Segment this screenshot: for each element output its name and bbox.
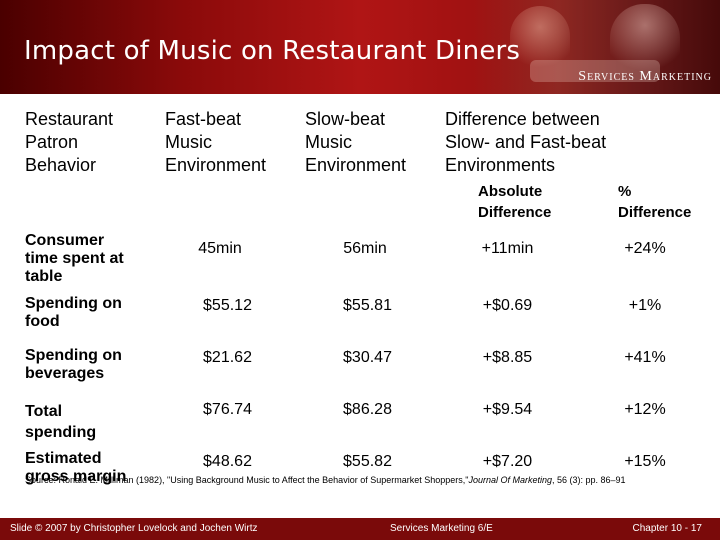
- footer-copyright: Slide © 2007 by Christopher Lovelock and…: [10, 523, 258, 534]
- cell-slow: $55.82: [343, 453, 392, 470]
- footer-slide-number: Chapter 10 - 17: [632, 523, 703, 534]
- cell-absolute: +$0.69: [482, 297, 533, 314]
- row-label: Spending on beverages: [25, 347, 122, 382]
- banner-photo-figure: [510, 6, 570, 76]
- cell-slow: $86.28: [343, 401, 392, 418]
- cell-fast: $21.62: [203, 349, 252, 366]
- cell-percent: +12%: [624, 401, 666, 418]
- subheader-absolute: Absolute Difference: [478, 183, 552, 221]
- cell-percent: +41%: [624, 349, 666, 366]
- banner-photo-table: [530, 60, 660, 82]
- cell-fast: $48.62: [203, 453, 252, 470]
- cell-slow: 56min: [343, 240, 387, 257]
- header-slow-beat: Slow-beat Music Environment: [305, 109, 407, 175]
- cell-slow: $30.47: [343, 349, 392, 366]
- cell-percent: +15%: [624, 453, 666, 470]
- subheader-percent: % Difference: [618, 183, 692, 221]
- footer-bar: Slide © 2007 by Christopher Lovelock and…: [0, 518, 720, 540]
- cell-percent: +1%: [628, 297, 662, 314]
- cell-percent: +24%: [624, 240, 666, 257]
- header-difference: Difference between Slow- and Fast-beat E…: [445, 109, 607, 175]
- cell-absolute: +$7.20: [482, 453, 533, 470]
- banner-photo: [470, 0, 720, 94]
- row-label: Total spending: [25, 403, 97, 441]
- cell-absolute: +$8.85: [482, 349, 533, 366]
- row-label: Estimated gross margin: [25, 450, 127, 485]
- row-label: Consumer time spent at table: [25, 232, 124, 285]
- footer-course: Services Marketing 6/E: [390, 523, 493, 534]
- header-fast-beat: Fast-beat Music Environment: [165, 109, 267, 175]
- cell-absolute: +11min: [481, 240, 534, 257]
- brand-logo-text: Services Marketing: [578, 69, 712, 84]
- banner-photo-figure: [610, 4, 680, 80]
- source-citation: Source: Ronald E. Milliman (1982), "Usin…: [25, 475, 626, 485]
- cell-absolute: +$9.54: [482, 401, 533, 418]
- cell-fast: $76.74: [203, 401, 252, 418]
- cell-slow: $55.81: [343, 297, 392, 314]
- header-behavior: Restaurant Patron Behavior: [25, 109, 114, 175]
- slide-title: Impact of Music on Restaurant Diners: [24, 36, 521, 66]
- cell-fast: 45min: [198, 240, 242, 257]
- title-banner: Impact of Music on Restaurant Diners Ser…: [0, 0, 720, 94]
- row-label: Spending on food: [25, 295, 122, 330]
- cell-fast: $55.12: [203, 297, 252, 314]
